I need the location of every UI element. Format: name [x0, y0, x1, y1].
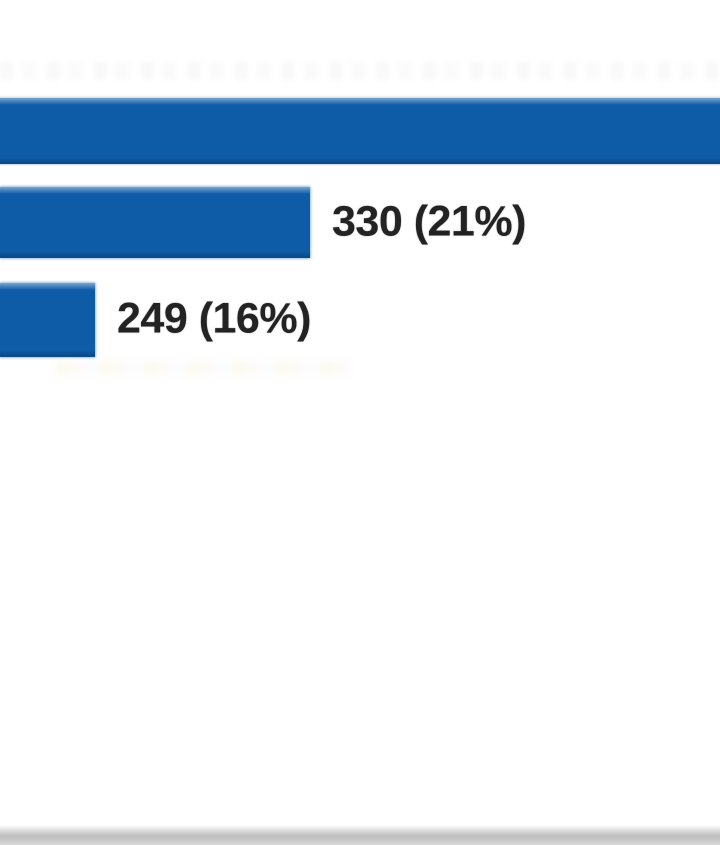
bar[interactable] — [0, 98, 720, 164]
bar[interactable] — [0, 187, 310, 258]
bar-data-label: 249 (16%) — [117, 294, 311, 343]
faint-smudge-artifact — [55, 360, 350, 376]
panel-bottom-border — [0, 825, 720, 845]
faint-text-artifact — [0, 61, 720, 80]
bar-data-label: 330 (21%) — [332, 197, 526, 246]
bar[interactable] — [0, 283, 95, 357]
